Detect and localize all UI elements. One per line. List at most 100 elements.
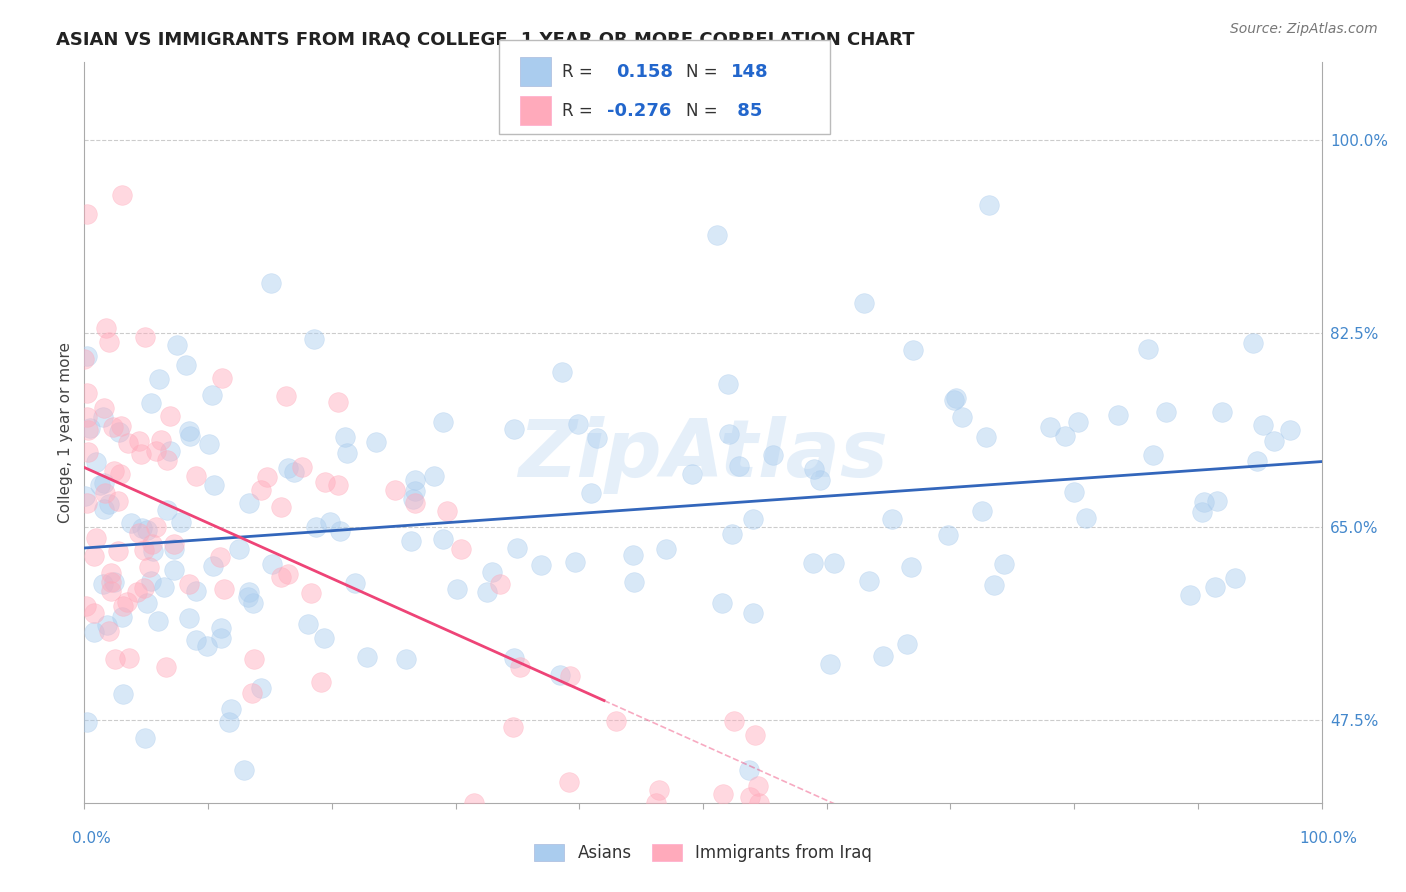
- Point: [83, 549, 105, 563]
- Point: [1211, 404, 1233, 418]
- Point: [232, 763, 254, 777]
- Point: [156, 452, 179, 467]
- Point: [242, 652, 264, 666]
- Point: [240, 686, 263, 700]
- Point: [318, 515, 340, 529]
- Point: [356, 650, 378, 665]
- Point: [153, 580, 176, 594]
- Point: [75, 489, 97, 503]
- Point: [299, 586, 322, 600]
- Point: [277, 567, 299, 582]
- Point: [76, 207, 98, 221]
- Point: [858, 574, 880, 588]
- Point: [623, 575, 645, 590]
- Text: R =: R =: [562, 62, 593, 80]
- Text: N =: N =: [686, 102, 717, 120]
- Text: 0.158: 0.158: [616, 62, 673, 80]
- Point: [138, 560, 160, 574]
- Point: [103, 464, 125, 478]
- Text: Source: ZipAtlas.com: Source: ZipAtlas.com: [1230, 22, 1378, 37]
- Point: [1107, 409, 1129, 423]
- Point: [1063, 485, 1085, 500]
- Point: [100, 584, 122, 599]
- Point: [163, 564, 186, 578]
- Point: [260, 276, 283, 290]
- Point: [727, 458, 749, 473]
- Text: ZipAtlas: ZipAtlas: [517, 416, 889, 494]
- Point: [209, 621, 232, 635]
- Point: [134, 330, 156, 344]
- Point: [558, 774, 581, 789]
- Point: [450, 541, 472, 556]
- Point: [309, 674, 332, 689]
- Point: [101, 420, 124, 434]
- Point: [741, 606, 763, 620]
- Point: [326, 395, 349, 409]
- Point: [108, 425, 131, 440]
- Point: [262, 557, 284, 571]
- Point: [801, 556, 824, 570]
- Point: [401, 491, 423, 506]
- Point: [277, 461, 299, 475]
- Point: [145, 520, 167, 534]
- Point: [186, 583, 208, 598]
- Point: [163, 537, 186, 551]
- Point: [366, 434, 388, 449]
- Point: [236, 590, 259, 604]
- Point: [551, 365, 574, 379]
- Point: [141, 396, 163, 410]
- Point: [1191, 505, 1213, 519]
- Point: [1180, 588, 1202, 602]
- Point: [945, 392, 967, 406]
- Point: [872, 648, 894, 663]
- Point: [117, 595, 139, 609]
- Point: [706, 228, 728, 243]
- Point: [228, 541, 250, 556]
- Point: [249, 681, 271, 695]
- Point: [1142, 449, 1164, 463]
- Point: [93, 475, 115, 490]
- Point: [202, 477, 225, 491]
- Point: [218, 714, 240, 729]
- Point: [238, 496, 260, 510]
- Point: [179, 424, 201, 438]
- Point: [186, 632, 208, 647]
- Point: [1137, 343, 1160, 357]
- Point: [148, 372, 170, 386]
- Point: [336, 446, 359, 460]
- Point: [131, 521, 153, 535]
- Point: [993, 558, 1015, 572]
- Point: [117, 436, 139, 450]
- Point: [132, 542, 155, 557]
- Point: [305, 520, 328, 534]
- Point: [509, 660, 531, 674]
- Point: [314, 475, 336, 490]
- Point: [211, 371, 233, 385]
- Point: [404, 496, 426, 510]
- Point: [89, 477, 111, 491]
- Point: [558, 669, 581, 683]
- Point: [823, 556, 845, 570]
- Point: [404, 474, 426, 488]
- Point: [404, 484, 426, 499]
- Point: [853, 295, 876, 310]
- Point: [1067, 415, 1090, 429]
- Point: [803, 462, 825, 476]
- Point: [76, 410, 98, 425]
- Point: [432, 533, 454, 547]
- Point: [134, 581, 156, 595]
- Point: [983, 578, 1005, 592]
- Point: [1251, 418, 1274, 433]
- Point: [943, 392, 966, 407]
- Point: [808, 473, 831, 487]
- Point: [710, 596, 733, 610]
- Point: [950, 410, 973, 425]
- Point: [621, 548, 644, 562]
- Point: [605, 714, 627, 729]
- Text: 100.0%: 100.0%: [1299, 831, 1358, 846]
- Point: [717, 376, 740, 391]
- Point: [502, 422, 524, 436]
- Point: [395, 652, 418, 666]
- Point: [73, 351, 96, 366]
- Point: [83, 606, 105, 620]
